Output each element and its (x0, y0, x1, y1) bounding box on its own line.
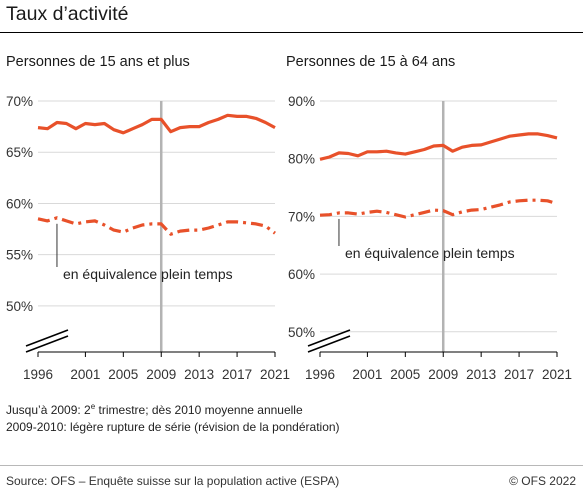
y-tick-label: 70% (288, 209, 315, 224)
x-tick-label: 2013 (184, 367, 214, 382)
footnote-break: 2009-2010: légère rupture de série (révi… (6, 420, 340, 434)
axis-break-mark (307, 329, 351, 347)
x-tick-label: 2001 (352, 367, 382, 382)
x-tick-label: 1996 (23, 367, 53, 382)
series-line-total (37, 113, 276, 135)
annotation-label: en équivalence plein temps (63, 266, 233, 282)
x-tick-label: 2005 (108, 367, 138, 382)
axis-break-mark (307, 335, 351, 353)
axis-break-mark (25, 335, 69, 353)
series-line-total (319, 132, 558, 161)
x-tick-label: 2021 (260, 367, 290, 382)
x-tick-label: 2001 (70, 367, 100, 382)
series-line-fte (319, 198, 558, 219)
series-line-fte (37, 216, 276, 236)
x-tick-label: 2017 (504, 367, 534, 382)
footer-divider (0, 465, 583, 466)
source-note: Source: OFS – Enquête suisse sur la popu… (6, 474, 340, 488)
chart-area: 70% 65% 60% 55% 50% 1996 2001 2005 2009 2013 2017 2… (6, 94, 572, 382)
x-tick-label: 2005 (390, 367, 420, 382)
x-tick-label: 2017 (222, 367, 252, 382)
y-tick-label: 65% (6, 145, 33, 160)
y-tick-label: 55% (6, 248, 33, 263)
y-tick-label: 70% (6, 94, 33, 109)
x-tick-label: 2013 (466, 367, 496, 382)
y-tick-label: 50% (288, 325, 315, 340)
y-tick-label: 80% (288, 152, 315, 167)
x-tick-label: 2009 (146, 367, 176, 382)
chart-right-title: Personnes de 15 à 64 ans (286, 54, 456, 70)
y-tick-label: 60% (6, 196, 33, 211)
chart-left-title: Personnes de 15 ans et plus (6, 54, 190, 70)
page-title: Taux d’activité (6, 3, 129, 25)
y-tick-label: 50% (6, 299, 33, 314)
y-tick-label: 90% (288, 94, 315, 109)
x-tick-label: 2021 (542, 367, 572, 382)
footnote-period: Jusqu’à 2009: 2e trimestre; dès 2010 moy… (6, 402, 303, 417)
axis-break-mark (25, 329, 69, 347)
x-tick-label: 2009 (428, 367, 458, 382)
title-divider (0, 32, 583, 33)
annotation-label: en équivalence plein temps (345, 245, 515, 261)
copyright-note: © OFS 2022 (509, 474, 576, 488)
y-tick-label: 60% (288, 267, 315, 282)
x-tick-label: 1996 (305, 367, 335, 382)
